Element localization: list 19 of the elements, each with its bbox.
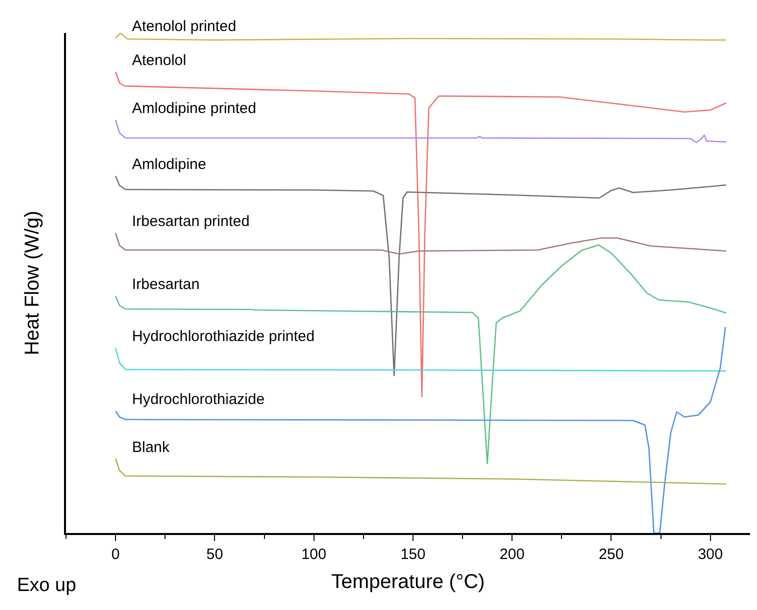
series-label: Hydrochlorothiazide printed	[132, 328, 315, 345]
x-tick-label: 0	[111, 546, 120, 563]
series-label: Amlodipine printed	[132, 100, 256, 117]
y-axis-title: Heat Flow (W/g)	[21, 210, 44, 356]
text: Exo up	[17, 575, 76, 596]
x-tick-label: 250	[598, 546, 624, 563]
series-label: Hydrochlorothiazide	[132, 391, 265, 408]
series-label: Amlodipine	[132, 156, 206, 173]
x-tick-label: 150	[400, 546, 426, 563]
series-label: Atenolol	[132, 52, 186, 69]
x-tick-label: 300	[698, 546, 723, 563]
series-label: Atenolol printed	[132, 18, 236, 35]
series-label: Blank	[132, 439, 170, 456]
x-tick-label: 100	[301, 546, 326, 563]
x-axis-title: Temperature (°C)	[331, 570, 485, 593]
x-tick-label: 200	[500, 546, 525, 563]
x-tick-label: 50	[206, 546, 224, 563]
series-label: Irbesartan	[132, 276, 200, 293]
series-label: Irbesartan printed	[132, 213, 250, 230]
